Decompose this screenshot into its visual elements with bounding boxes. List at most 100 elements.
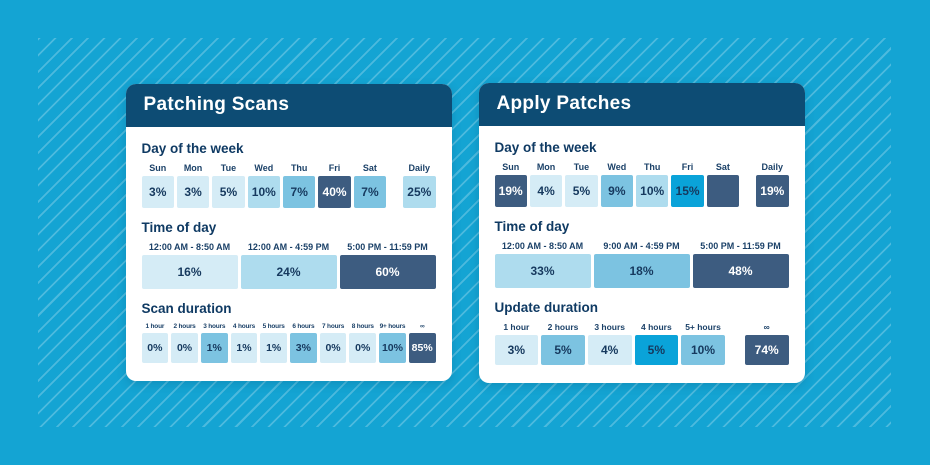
section-day-of-the-week: Day of the week Sun 3% Mon 3% Tue 5% Wed 10% Thu 7… xyxy=(141,141,436,208)
cell-value: 19% xyxy=(494,174,527,207)
card-apply-patches: Apply Patches Day of the week Sun 19% Mon 4% T… xyxy=(478,82,805,383)
section-time-of-day: Time of day 12:00 AM - 8:50 AM 16% 12:00 AM… xyxy=(141,220,436,289)
cell-label: 1 hour xyxy=(503,321,530,332)
section-day-of-the-week: Day of the week Sun 19% Mon 4% Tue 5% Wed 9% Thu 1… xyxy=(494,139,789,207)
cell-label: Sun xyxy=(502,161,520,172)
card-body: Day of the week Sun 19% Mon 4% Tue 5% Wed 9% Thu 1… xyxy=(479,126,805,383)
cell-5-hours: 5 hours 1% xyxy=(260,323,288,363)
cell-label: Fri xyxy=(328,163,341,173)
cell-label: 2 hours xyxy=(173,323,196,330)
cell-value: 15% xyxy=(671,174,704,207)
cell-value: 18% xyxy=(593,253,690,288)
cell-value: 5% xyxy=(212,176,245,208)
cell-5-00-pm-11-59-pm: 5:00 PM - 11:59 PM 48% xyxy=(692,240,789,288)
cell-label: 5 hours xyxy=(262,323,285,330)
cell-row: 12:00 AM - 8:50 AM 16% 12:00 AM - 4:59 PM 2… xyxy=(141,242,436,289)
cell-label: 8 hours xyxy=(351,323,374,330)
cell-value: 25% xyxy=(403,176,436,208)
section-heading: Scan duration xyxy=(141,301,232,316)
cell-row: Sun 3% Mon 3% Tue 5% Wed 10% Thu 7% Fri 40% Sat 7% Dai… xyxy=(141,163,436,208)
cell-value: 60% xyxy=(339,255,436,289)
cell-label: Thu xyxy=(290,163,308,173)
cell-label: 1 hour xyxy=(145,323,165,330)
cell-label: Thu xyxy=(643,161,661,172)
cell-label: 3 hours xyxy=(203,323,226,330)
cell-value: 0% xyxy=(171,333,198,363)
cell-value: 9% xyxy=(600,174,633,207)
cell-label: Daily xyxy=(408,163,431,173)
card-title: Apply Patches xyxy=(478,82,805,126)
cell-1-hour: 1 hour 0% xyxy=(141,323,169,363)
card-patching-scans: Patching Scans Day of the week Sun 3% Mon 3% T… xyxy=(125,84,452,381)
cell-label: 12:00 AM - 8:50 AM xyxy=(148,242,231,252)
cell-label: Tue xyxy=(220,163,237,173)
cell-value: 85% xyxy=(408,333,436,363)
cell-thu: Thu 7% xyxy=(283,163,316,208)
cell-value: 10% xyxy=(681,334,725,365)
cell-12-00-am-8-50-am: 12:00 AM - 8:50 AM 16% xyxy=(141,242,238,289)
cell-value xyxy=(706,174,740,207)
cell-12-00-am-4-59-pm: 12:00 AM - 4:59 PM 24% xyxy=(240,242,337,289)
cell-wed: Wed 9% xyxy=(600,162,633,207)
cell-value: 74% xyxy=(744,334,789,365)
cell-thu: Thu 10% xyxy=(636,161,669,207)
cell-label: 12:00 AM - 8:50 AM xyxy=(501,240,584,251)
cell-value: 24% xyxy=(240,255,337,289)
cell-label: 9+ hours xyxy=(379,323,406,330)
cell-sat: Sat 7% xyxy=(353,163,387,208)
cell-value: 10% xyxy=(379,333,406,363)
cell-label: 5:00 PM - 11:59 PM xyxy=(700,240,781,251)
cell-value: 3% xyxy=(176,176,210,208)
cell-label: Wed xyxy=(254,163,274,173)
cell-value: 0% xyxy=(319,333,347,363)
cell-tue: Tue 5% xyxy=(565,162,598,207)
cell-label: Daily xyxy=(761,161,784,172)
cell-label: 12:00 AM - 4:59 PM xyxy=(247,242,330,252)
cell-label: Fri xyxy=(681,161,694,172)
cell-label: ∞ xyxy=(419,323,425,330)
cell-7-hours: 7 hours 0% xyxy=(319,323,347,363)
cell-row: 1 hour 0% 2 hours 0% 3 hours 1% 4 hours 1% 5 hou… xyxy=(141,323,436,363)
cell-row: Sun 19% Mon 4% Tue 5% Wed 9% Thu 10% Fri 15% Sat Dail… xyxy=(494,161,789,207)
cell-value: 3% xyxy=(494,334,539,365)
cell-value: 10% xyxy=(636,174,669,207)
cell-value: 33% xyxy=(494,253,591,288)
cell-5-00-pm-11-59-pm: 5:00 PM - 11:59 PM 60% xyxy=(339,242,436,289)
cell-6-hours: 6 hours 3% xyxy=(290,323,317,363)
cell-12-00-am-8-50-am: 12:00 AM - 8:50 AM 33% xyxy=(494,240,591,288)
section-scan-duration: Scan duration 1 hour 0% 2 hours 0% 3 hours 1% 4… xyxy=(141,301,436,363)
cell-label: Sat xyxy=(715,161,730,172)
cell-label: 5+ hours xyxy=(685,321,721,332)
card-title: Patching Scans xyxy=(125,84,452,127)
cell-blank: ∞ 74% xyxy=(744,321,789,365)
cell-label: 4 hours xyxy=(641,321,672,332)
cell-3-hours: 3 hours 1% xyxy=(200,323,228,363)
cell-label: 5:00 PM - 11:59 PM xyxy=(347,242,428,252)
cell-3-hours: 3 hours 4% xyxy=(587,321,632,365)
section-heading: Day of the week xyxy=(494,139,597,155)
cell-wed: Wed 10% xyxy=(247,163,280,208)
section-heading: Time of day xyxy=(141,220,217,235)
cell-row: 12:00 AM - 8:50 AM 33% 9:00 AM - 4:59 PM 18… xyxy=(494,240,789,288)
cell-mon: Mon 3% xyxy=(176,163,210,208)
cell-value: 3% xyxy=(290,333,317,363)
cell-value: 0% xyxy=(141,333,169,363)
cell-value: 1% xyxy=(260,333,288,363)
cell-label: 3 hours xyxy=(594,321,626,332)
cell-value: 5% xyxy=(634,334,679,365)
cell-value: 10% xyxy=(247,176,280,208)
cell-value: 1% xyxy=(230,333,258,363)
cell-value: 4% xyxy=(587,334,632,365)
cell-value: 16% xyxy=(141,255,238,289)
cell-label: 2 hours xyxy=(547,321,579,332)
cell-daily: Daily 25% xyxy=(403,163,436,208)
cell-label: ∞ xyxy=(763,321,770,332)
section-heading: Update duration xyxy=(494,299,599,315)
cell-daily: Daily 19% xyxy=(756,161,789,207)
cell-value: 3% xyxy=(141,176,174,208)
section-update-duration: Update duration 1 hour 3% 2 hours 5% 3 hours 4… xyxy=(494,299,789,365)
cell-1-hour: 1 hour 3% xyxy=(494,321,539,365)
section-heading: Time of day xyxy=(494,218,570,234)
cell-mon: Mon 4% xyxy=(529,162,563,207)
